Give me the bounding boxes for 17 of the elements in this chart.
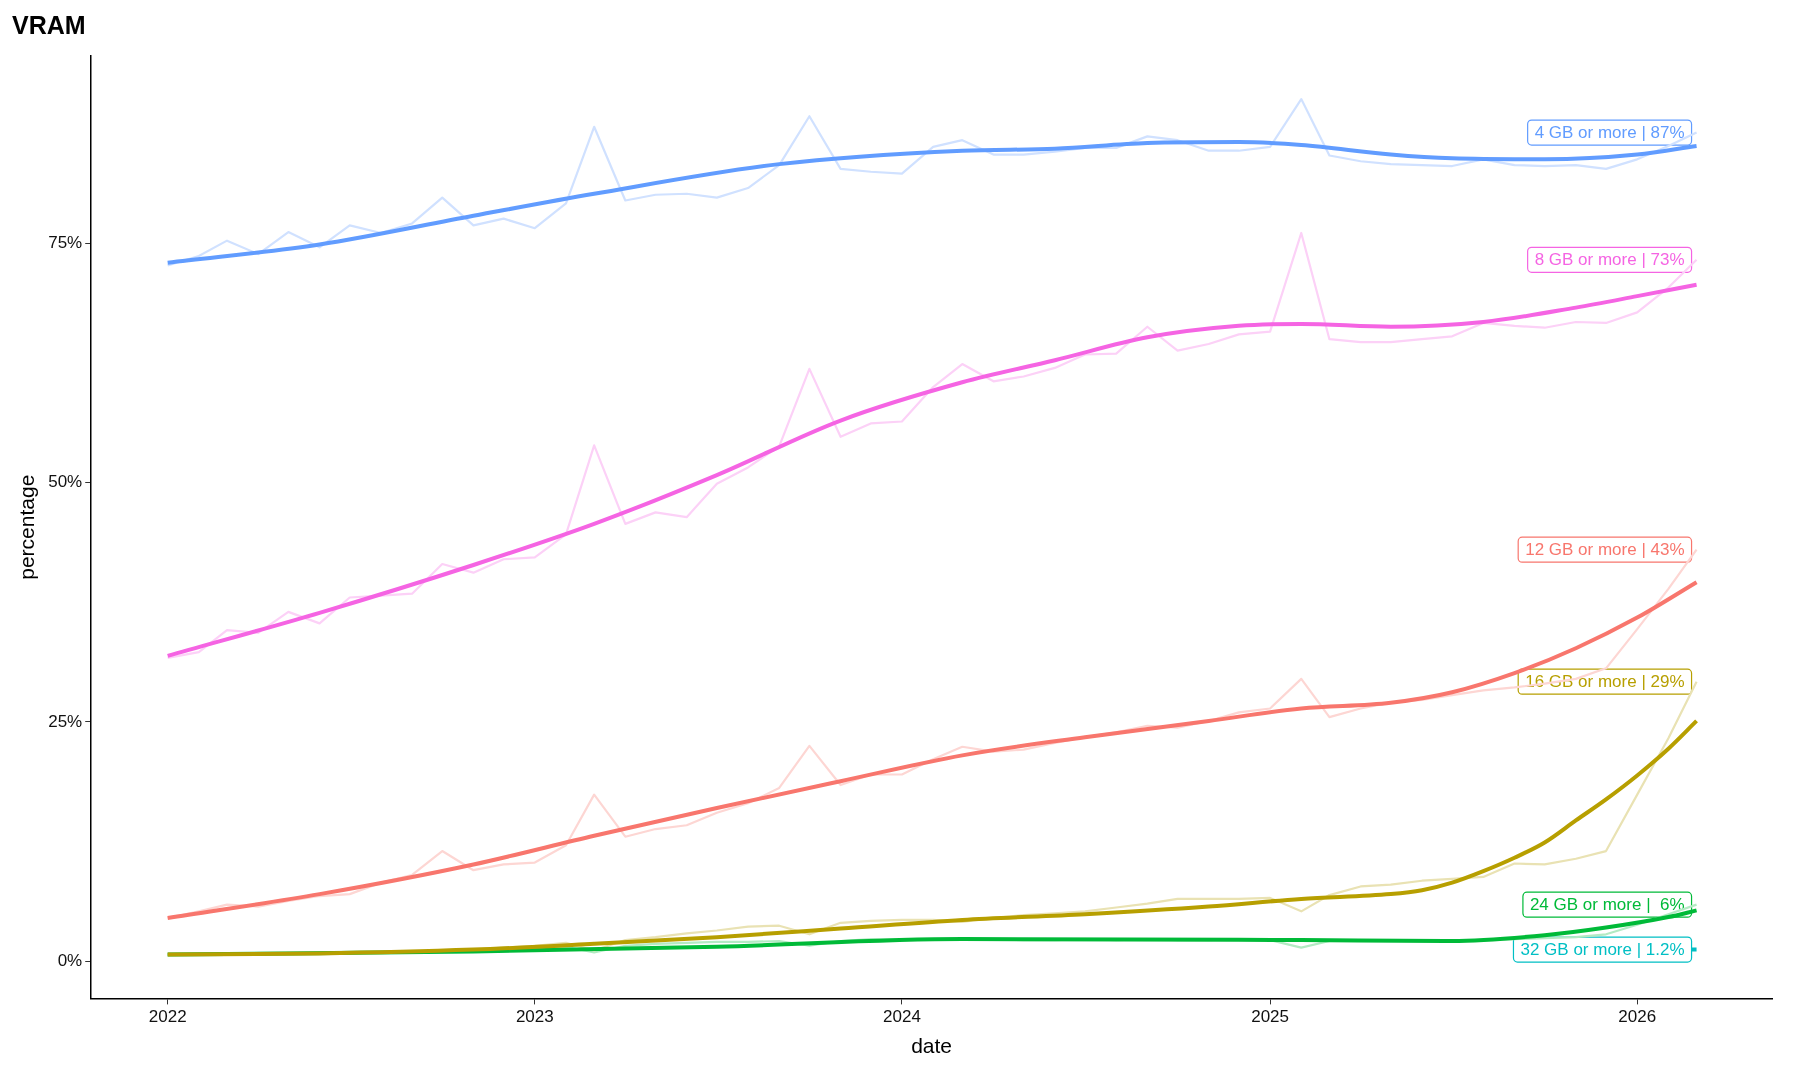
y-tick-label: 25% xyxy=(48,711,83,731)
annotation: 12 GB or more | 43% xyxy=(1525,540,1685,560)
y-axis-title: percentage xyxy=(15,474,39,580)
x-tick-label: 2022 xyxy=(148,1007,187,1027)
annotation: 32 GB or more | 1.2% xyxy=(1520,940,1685,960)
x-tick-label: 2023 xyxy=(515,1007,554,1027)
chart-title: VRAM xyxy=(12,10,86,39)
y-tick-label: 75% xyxy=(48,233,83,253)
annotation: 4 GB or more | 87% xyxy=(1534,123,1685,143)
x-axis-title: date xyxy=(911,1034,953,1058)
y-tick-label: 0% xyxy=(57,950,83,970)
y-tick-label: 50% xyxy=(48,472,83,492)
x-tick-label: 2026 xyxy=(1618,1007,1657,1027)
x-tick-label: 2024 xyxy=(883,1007,921,1027)
annotation: 8 GB or more | 73% xyxy=(1534,250,1685,270)
annotation: 24 GB or more | 6% xyxy=(1529,895,1685,915)
x-tick-label: 2025 xyxy=(1251,1007,1289,1027)
